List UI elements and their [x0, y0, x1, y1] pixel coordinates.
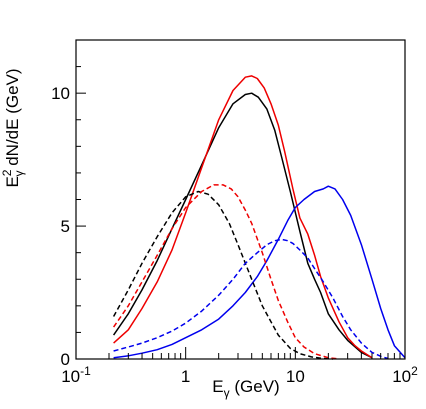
series-line-1 [112, 92, 373, 359]
x-axis-title: Eγ (GeV) [212, 377, 279, 400]
y-tick-label-1: 0 [61, 350, 70, 369]
x-tick-label-exp: 2 [411, 364, 418, 378]
y-axis-title: E2γ dN/dE (GeV) [0, 68, 26, 187]
x-tick-label-3: 10 [286, 367, 305, 386]
x-tick-label-base: 10 [61, 367, 80, 386]
series-line-3 [113, 185, 406, 359]
series-layer [112, 75, 406, 360]
x-tick-label-base: 10 [392, 367, 411, 386]
y-tick-label-3: 10 [51, 84, 70, 103]
x-tick-label-2: 1 [181, 367, 190, 386]
series-line-2 [113, 75, 373, 359]
x-tick-label-4: 102 [392, 364, 418, 386]
series-line-4 [112, 190, 333, 360]
y-tick-label-2: 5 [61, 217, 70, 236]
x-tick-label-1: 10-1 [61, 364, 91, 386]
x-tick-label-exp: -1 [80, 364, 91, 378]
series-line-5 [112, 184, 340, 360]
series-line-6 [113, 238, 389, 360]
